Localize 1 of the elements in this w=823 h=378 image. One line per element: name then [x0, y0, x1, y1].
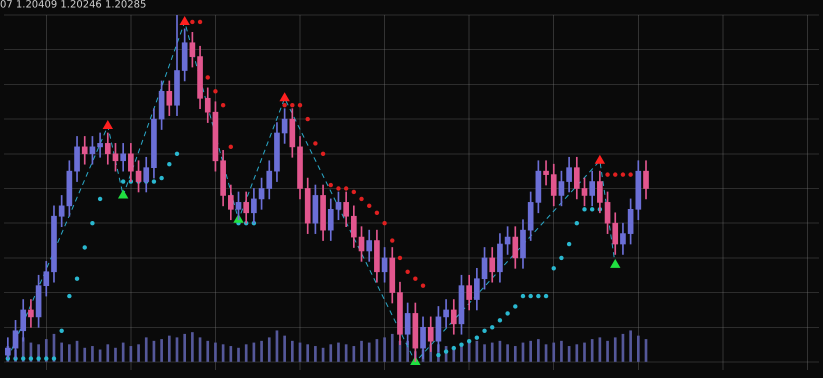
text: 07 1.20409 1.20246 1.20285	[0, 0, 146, 11]
